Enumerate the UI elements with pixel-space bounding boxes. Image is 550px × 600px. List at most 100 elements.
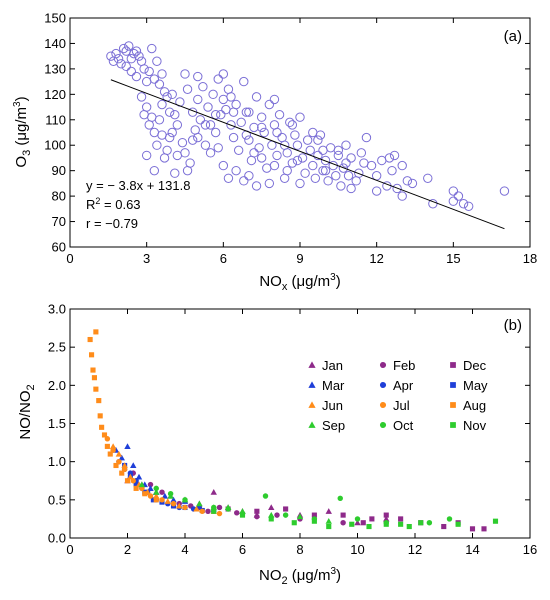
oct-point — [182, 497, 188, 503]
o3-point — [254, 143, 264, 153]
x-tick-label: 6 — [220, 251, 227, 266]
o3-point — [193, 71, 203, 82]
oct-point — [153, 485, 159, 492]
feb-point — [234, 510, 240, 516]
o3-point — [272, 150, 282, 161]
r-annotation: r = −0.79 — [86, 216, 138, 231]
aug-point — [89, 352, 95, 358]
legend-marker-dec — [450, 362, 456, 368]
o3-point — [228, 107, 239, 117]
y-tick-label: 150 — [44, 11, 66, 26]
jun-point — [176, 502, 183, 509]
o3-point — [131, 71, 142, 82]
legend-label-apr: Apr — [393, 378, 414, 393]
nov-point — [398, 521, 404, 527]
y-tick-label: 60 — [52, 240, 66, 255]
o3-point — [136, 92, 147, 102]
o3-point — [106, 51, 116, 61]
o3-point — [341, 158, 351, 168]
panel-a-points — [106, 41, 510, 211]
sep-point — [196, 500, 203, 507]
dec-point — [360, 520, 366, 526]
x-tick-label: 18 — [523, 251, 537, 266]
o3-point — [333, 150, 344, 161]
jul-point — [216, 510, 223, 517]
y-tick-label: 0.0 — [48, 531, 66, 546]
o3-point — [149, 127, 160, 138]
oct-point — [426, 520, 433, 526]
x-tick-label: 12 — [369, 251, 383, 266]
x-tick-label: 4 — [181, 542, 188, 557]
legend-label-oct: Oct — [393, 418, 414, 433]
o3-point — [423, 173, 433, 184]
panel-b-y-ticks: 0.0 0.5 1.0 1.5 2.0 2.5 3.0 — [48, 302, 530, 546]
nov-point — [455, 521, 461, 527]
o3-point — [193, 94, 203, 105]
dec-point — [481, 526, 487, 532]
o3-point — [159, 87, 170, 97]
aug-point — [107, 451, 113, 457]
aug-point — [99, 424, 105, 430]
legend-marker-apr — [379, 381, 387, 389]
nov-point — [366, 523, 372, 530]
o3-point — [239, 176, 249, 186]
o3-point — [170, 109, 180, 120]
aug-point — [93, 329, 99, 335]
legend-marker-oct — [379, 421, 387, 429]
o3-point — [172, 120, 183, 130]
o3-point — [256, 153, 267, 163]
legend-marker-jul — [379, 401, 387, 409]
panel-a-y-ticks: 60 70 80 90 100 110 120 130 140 150 — [44, 11, 530, 255]
aug-point — [133, 485, 139, 491]
o3-point — [154, 79, 165, 89]
y-tick-label: 140 — [44, 36, 66, 51]
o3-point — [463, 201, 474, 211]
o3-point — [305, 145, 315, 156]
mar-point — [147, 485, 154, 491]
o3-point — [139, 109, 149, 120]
o3-point — [226, 92, 236, 102]
o3-point — [131, 46, 142, 56]
o3-point — [231, 165, 241, 176]
o3-point — [331, 171, 341, 181]
y-tick-label: 0.5 — [48, 492, 66, 507]
x-tick-label: 0 — [66, 542, 73, 557]
o3-point — [221, 104, 231, 115]
aug-point — [153, 497, 159, 503]
o3-point — [182, 84, 193, 94]
aug-point — [93, 386, 99, 392]
o3-point — [216, 109, 226, 120]
x-tick-label: 6 — [239, 542, 246, 557]
panel-b-label: (b) — [504, 317, 522, 334]
jul-point — [130, 478, 136, 484]
legend-label-jun: Jun — [322, 398, 343, 413]
o3-point — [397, 191, 407, 201]
o3-point — [333, 145, 344, 156]
o3-point — [239, 76, 249, 87]
o3-point — [111, 48, 121, 59]
sep-point — [153, 489, 160, 495]
aug-point — [113, 462, 119, 469]
o3-point — [208, 89, 218, 100]
legend-label-jul: Jul — [393, 398, 410, 413]
o3-point — [164, 107, 175, 117]
o3-point — [295, 178, 305, 189]
o3-point — [351, 176, 361, 186]
o3-point — [359, 158, 369, 168]
o3-point — [116, 59, 126, 69]
o3-point — [180, 69, 190, 79]
jun-point — [127, 473, 134, 480]
o3-point — [323, 176, 333, 186]
o3-point — [269, 94, 280, 105]
o3-point — [118, 43, 129, 54]
o3-point — [277, 132, 287, 143]
legend-marker-may — [450, 382, 456, 388]
o3-point — [228, 132, 239, 143]
aug-point — [104, 443, 110, 449]
jul-point — [159, 497, 165, 503]
o3-point — [251, 181, 262, 191]
o3-point — [167, 127, 177, 138]
dec-point — [383, 512, 389, 518]
o3-point — [193, 132, 203, 143]
